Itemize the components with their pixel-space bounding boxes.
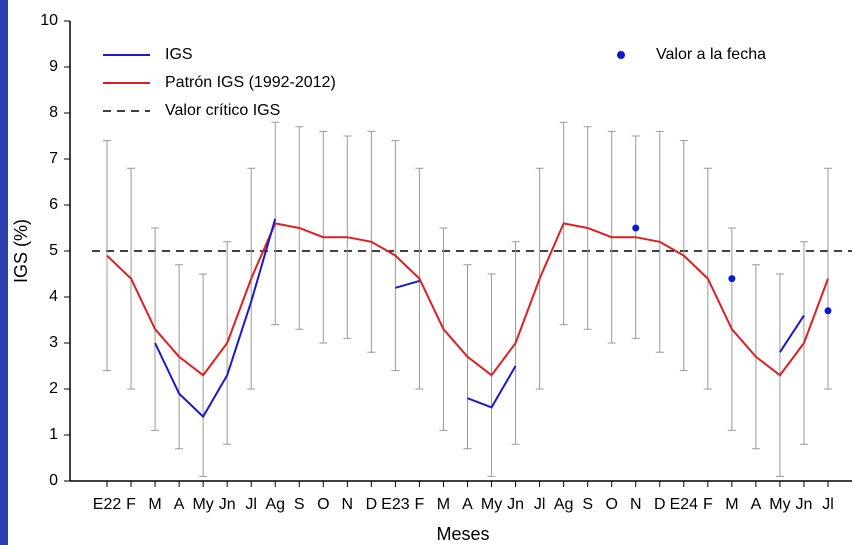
legend-label: IGS [165,46,193,63]
x-tick-label: Jn [507,496,524,513]
x-tick-label: M [437,496,450,513]
x-tick-label: Jl [245,496,257,513]
x-tick-label: A [462,496,473,513]
x-tick-label: E23 [381,496,410,513]
x-tick-label: M [148,496,161,513]
x-tick-label: O [605,496,617,513]
y-tick-label: 1 [49,426,58,443]
x-tick-label: D [654,496,666,513]
x-tick-label: Jn [219,496,236,513]
point [728,275,736,283]
x-tick-label: A [174,496,185,513]
series-line [154,218,805,419]
x-tick-label: E22 [93,496,122,513]
x-tick-label: Jl [534,496,546,513]
x-tick-label: F [703,496,713,513]
x-tick-label: My [192,496,213,513]
y-tick-label: 3 [49,334,58,351]
y-tick-label: 2 [49,380,58,397]
series-line [106,222,829,377]
x-tick-label: S [582,496,593,513]
x-tick-label: S [294,496,305,513]
y-tick-label: 0 [49,472,58,489]
y-axis-title: IGS (%) [11,219,31,283]
y-tick-label: 6 [49,196,58,213]
x-tick-label: M [725,496,738,513]
x-tick-label: Ag [554,496,574,513]
y-tick-label: 4 [49,288,58,305]
legend-marker [617,51,625,59]
x-tick-label: Jn [796,496,813,513]
x-tick-label: E24 [670,496,699,513]
x-tick-label: N [342,496,354,513]
x-tick-label: F [126,496,136,513]
x-tick-label: N [630,496,642,513]
x-tick-label: Ag [265,496,285,513]
legend-label: Valor crítico IGS [165,102,280,119]
y-tick-label: 5 [49,242,58,259]
x-tick-label: My [481,496,502,513]
x-tick-label: O [317,496,329,513]
x-tick-label: A [751,496,762,513]
legend-label: Valor a la fecha [656,46,766,63]
y-tick-label: 10 [40,12,58,29]
window-edge [0,0,8,545]
y-tick-label: 8 [49,104,58,121]
x-tick-label: My [769,496,790,513]
x-tick-label: D [366,496,378,513]
y-tick-label: 7 [49,150,58,167]
point [824,307,832,315]
legend-label: Patrón IGS (1992-2012) [165,74,336,91]
y-tick-label: 9 [49,58,58,75]
x-axis-title: Meses [436,524,489,544]
point [632,224,640,232]
x-tick-label: Jl [822,496,834,513]
x-tick-label: F [415,496,425,513]
